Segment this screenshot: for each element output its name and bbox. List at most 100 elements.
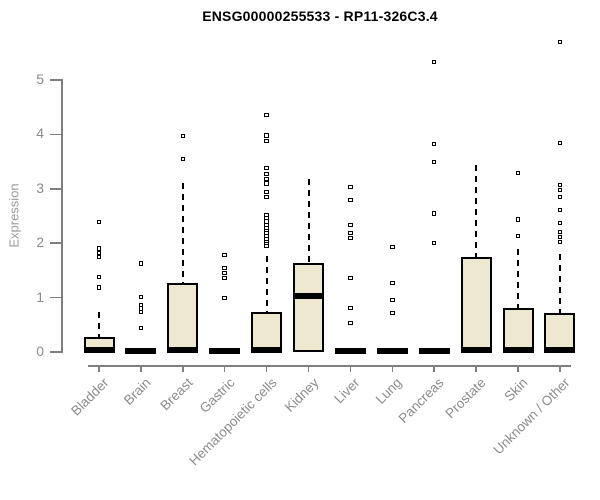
upper-whisker xyxy=(517,249,519,308)
x-axis-tick xyxy=(559,365,561,372)
outlier-point xyxy=(138,294,144,300)
outlier-point xyxy=(515,217,521,222)
y-axis-tick xyxy=(50,133,62,136)
upper-whisker xyxy=(558,253,561,313)
y-tick-label: 5 xyxy=(36,71,44,87)
y-axis-tick xyxy=(50,188,62,190)
outlier-point xyxy=(264,176,269,182)
outlier-point xyxy=(348,230,353,236)
outlier-point xyxy=(96,219,102,225)
outlier-point xyxy=(348,197,353,203)
outlier-point xyxy=(431,59,437,65)
outlier-point xyxy=(431,159,437,165)
outlier-point xyxy=(96,285,102,290)
box-iqr xyxy=(293,262,324,352)
box-collapsed xyxy=(125,347,157,354)
chart-title: ENSG00000255533 - RP11-326C3.4 xyxy=(202,8,438,24)
outlier-point xyxy=(222,252,227,258)
median-line xyxy=(293,292,324,299)
outlier-point xyxy=(138,325,144,331)
median-line xyxy=(83,346,115,353)
upper-whisker xyxy=(98,312,100,337)
outlier-point xyxy=(557,194,563,200)
outlier-point xyxy=(264,138,269,144)
outlier-point xyxy=(264,112,269,118)
x-axis-tick xyxy=(349,365,352,372)
outlier-point xyxy=(180,133,186,139)
y-tick-label: 4 xyxy=(36,125,44,142)
outlier-point xyxy=(264,189,269,195)
x-axis-tick xyxy=(517,365,519,372)
outlier-point xyxy=(96,250,102,256)
y-tick-label: 0 xyxy=(36,343,44,359)
outlier-point xyxy=(264,165,269,171)
upper-whisker xyxy=(475,165,478,257)
outlier-point xyxy=(557,220,563,226)
x-axis-tick xyxy=(433,365,435,372)
outlier-point xyxy=(557,239,563,245)
outlier-point xyxy=(96,246,102,251)
outlier-point xyxy=(264,212,269,218)
x-axis-tick xyxy=(265,365,268,372)
outlier-point xyxy=(264,194,269,200)
x-axis-tick xyxy=(182,365,184,372)
x-axis-tick xyxy=(140,365,142,372)
outlier-point xyxy=(348,184,353,190)
outlier-point xyxy=(222,265,227,271)
outlier-point xyxy=(431,240,437,246)
y-tick-label: 1 xyxy=(36,288,44,305)
x-axis-tick xyxy=(98,365,100,372)
upper-whisker xyxy=(307,178,310,263)
outlier-point xyxy=(557,234,563,240)
x-axis-line xyxy=(88,365,571,367)
outlier-point xyxy=(557,229,563,235)
box-collapsed xyxy=(209,347,241,354)
box-iqr xyxy=(460,256,492,352)
outlier-point xyxy=(515,233,521,239)
box-collapsed xyxy=(418,347,450,354)
outlier-point xyxy=(348,275,353,281)
outlier-point xyxy=(390,310,395,316)
outlier-point xyxy=(557,140,563,146)
outlier-point xyxy=(264,171,269,177)
outlier-point xyxy=(348,235,353,240)
box-iqr xyxy=(251,311,283,352)
x-axis-tick xyxy=(475,365,477,372)
box-iqr xyxy=(167,282,199,352)
upper-whisker xyxy=(181,183,184,283)
y-axis-tick xyxy=(50,351,62,353)
median-line xyxy=(167,346,199,353)
y-tick-label: 3 xyxy=(36,179,44,196)
outlier-point xyxy=(348,222,353,228)
box-iqr xyxy=(544,312,576,352)
outlier-point xyxy=(557,187,563,193)
outlier-point xyxy=(390,280,395,286)
upper-whisker xyxy=(265,256,268,312)
median-line xyxy=(544,346,576,353)
outlier-point xyxy=(348,320,353,326)
median-line xyxy=(251,346,283,353)
outlier-point xyxy=(431,141,437,147)
box-collapsed xyxy=(376,347,408,354)
y-axis-line xyxy=(61,79,63,353)
outlier-point xyxy=(264,133,269,138)
y-tick-label: 2 xyxy=(36,234,44,251)
outlier-point xyxy=(557,207,563,213)
x-axis-tick xyxy=(223,365,226,372)
outlier-point xyxy=(557,39,563,45)
outlier-point xyxy=(557,182,563,188)
outlier-point xyxy=(348,305,353,311)
y-axis-tick xyxy=(50,79,62,81)
outlier-point xyxy=(138,302,144,308)
outlier-point xyxy=(138,261,144,266)
outlier-point xyxy=(431,211,437,216)
x-axis-tick xyxy=(391,365,394,372)
outlier-point xyxy=(390,244,395,250)
median-line xyxy=(502,346,534,353)
median-line xyxy=(460,346,492,353)
outlier-point xyxy=(515,170,521,176)
outlier-point xyxy=(96,274,102,280)
box-iqr xyxy=(502,307,534,352)
outlier-point xyxy=(222,295,227,301)
